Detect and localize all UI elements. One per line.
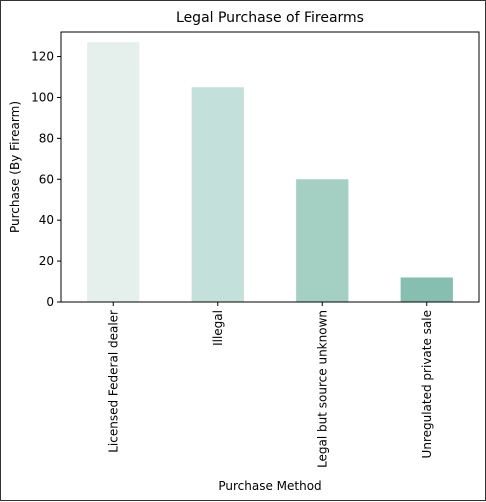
y-tick-label: 120 (31, 50, 54, 64)
x-tick-label: Licensed Federal dealer (106, 310, 120, 453)
x-tick-label: Unregulated private sale (420, 310, 434, 458)
plot-area (87, 42, 453, 303)
x-tick-label: Legal but source unknown (315, 310, 329, 468)
x-axis: Licensed Federal dealer Illegal Legal but … (106, 302, 434, 468)
y-tick-label: 60 (39, 172, 54, 186)
bar-2 (296, 179, 349, 302)
x-axis-label: Purchase Method (218, 479, 321, 493)
bar-0 (87, 42, 140, 303)
y-axis: 0 20 40 60 80 100 120 (31, 50, 61, 309)
bar-3 (400, 277, 453, 302)
bar-1 (191, 87, 244, 303)
y-tick-label: 0 (46, 295, 54, 309)
axes-frame (60, 31, 480, 303)
y-tick-label: 40 (39, 213, 54, 227)
chart-title: Legal Purchase of Firearms (176, 10, 364, 26)
y-axis-label: Purchase (By Firearm) (8, 101, 22, 233)
y-tick-label: 100 (31, 90, 54, 104)
y-tick-label: 20 (39, 254, 54, 268)
y-tick-label: 80 (39, 131, 54, 145)
x-tick-label: Illegal (211, 310, 225, 346)
